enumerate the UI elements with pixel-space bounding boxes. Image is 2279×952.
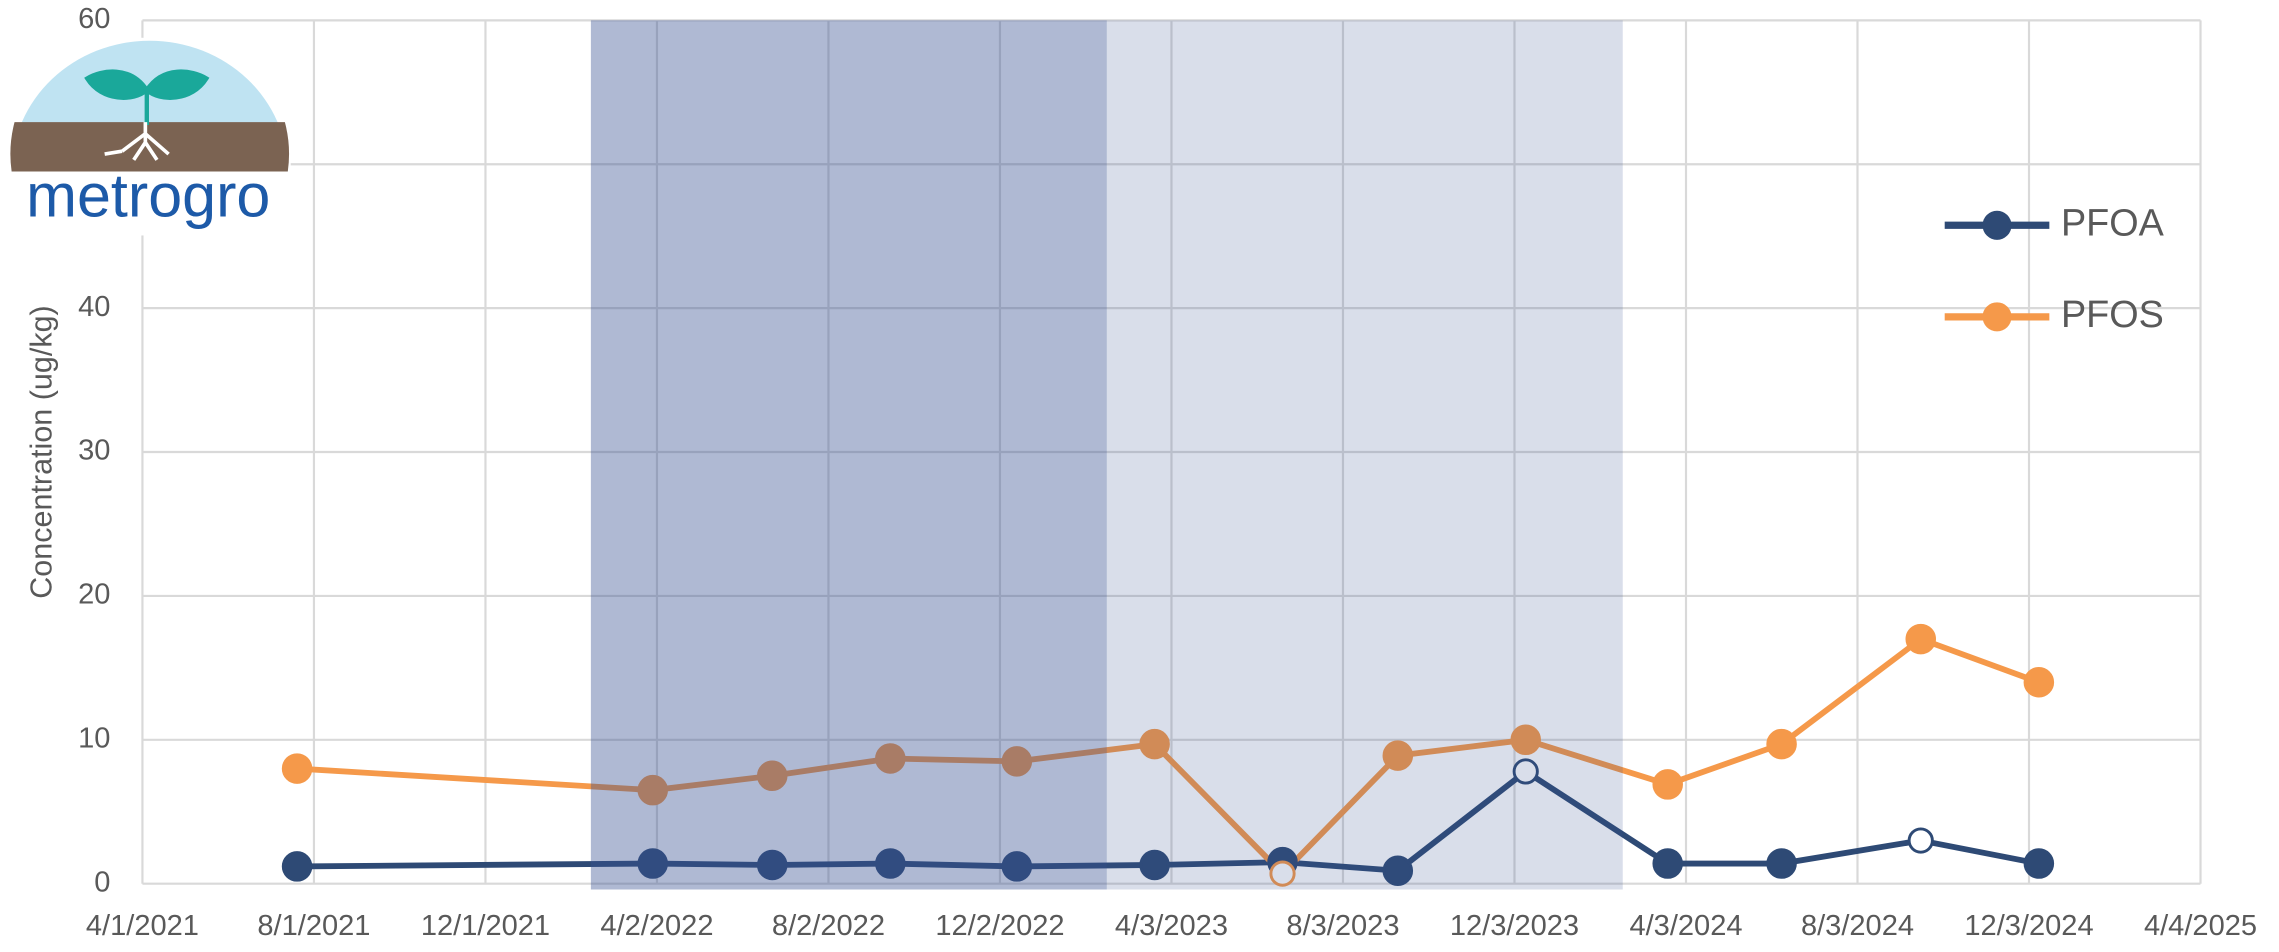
data-point [1001,851,1033,882]
legend-marker [1982,210,2012,240]
x-tick-label: 4/4/2025 [2144,910,2257,942]
data-point [1510,724,1541,756]
x-tick-label: 8/1/2021 [257,910,370,942]
logo: metrogro [5,37,291,236]
y-tick-label: 0 [94,866,110,898]
y-tick-label: 20 [78,579,110,611]
legend-label: PFOA [2061,202,2165,244]
data-point [2023,666,2055,698]
x-tick-label: 12/2/2022 [935,910,1064,942]
data-point [1382,740,1414,771]
logo-text: metrogro [26,162,270,230]
data-point [1652,848,1683,879]
data-point [1766,848,1797,879]
data-point [1382,855,1414,886]
data-point [756,760,788,792]
y-tick-label: 60 [78,3,110,35]
data-point [637,774,669,806]
x-tick-label: 4/1/2021 [86,910,199,942]
data-point [1905,623,1937,655]
data-point [1269,860,1296,887]
data-point [1766,728,1797,760]
data-point [281,851,313,882]
y-tick-label: 30 [78,435,110,467]
legend-marker [1982,302,2012,332]
x-tick-label: 4/3/2024 [1629,910,1742,942]
logo-sprout [84,69,210,125]
data-point [1907,827,1934,854]
data-point [756,849,788,881]
x-tick-label: 4/2/2022 [600,910,713,942]
x-tick-label: 12/1/2021 [421,910,550,942]
y-tick-label: 40 [78,291,110,323]
x-tick-label: 8/3/2024 [1801,910,1914,942]
x-tick-label: 12/3/2023 [1450,910,1579,942]
x-tick-label: 8/2/2022 [772,910,885,942]
data-point [1001,746,1033,777]
shaded-region [1106,20,1623,890]
logo-roots [104,122,170,161]
data-point [1512,758,1539,785]
y-axis-label: Concentration (ug/kg) [25,305,59,598]
shaded-region [590,20,1107,890]
data-point [1139,728,1170,760]
x-tick-label: 8/3/2023 [1286,910,1399,942]
data-point [637,848,669,879]
plot-area: 01020304050604/1/20218/1/202112/1/20214/… [78,3,2257,942]
data-point [875,743,906,774]
legend-label: PFOS [2061,294,2164,336]
data-point [1652,769,1683,800]
x-tick-label: 4/3/2023 [1115,910,1228,942]
data-point [1139,849,1170,881]
y-tick-label: 10 [78,722,110,754]
data-point [875,848,906,879]
data-point [2023,848,2055,879]
data-point [281,753,313,784]
x-tick-label: 12/3/2024 [1964,910,2093,942]
